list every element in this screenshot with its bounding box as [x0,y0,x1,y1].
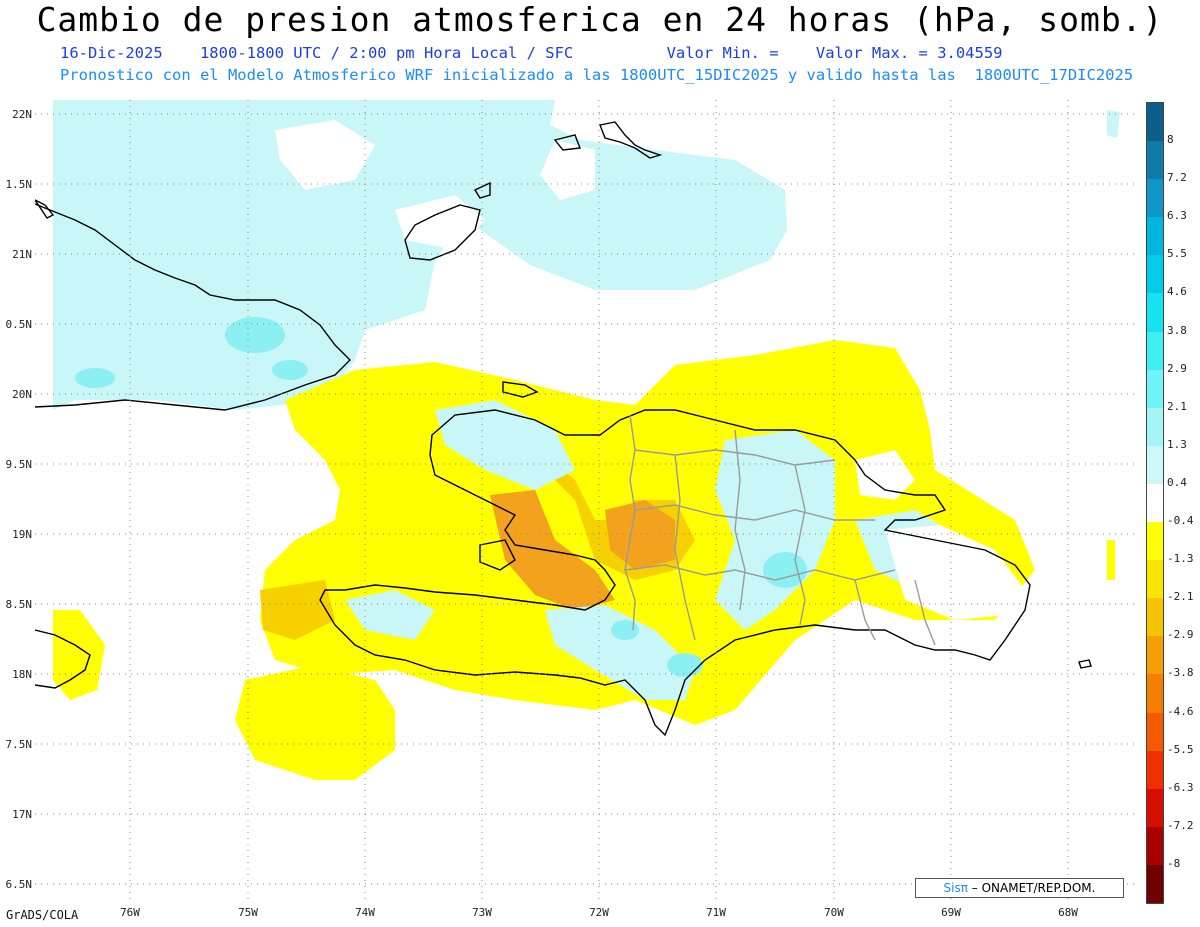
footer-grads: GrADS/COLA [6,908,79,922]
colorbar-swatch [1147,293,1163,333]
colorbar-swatch [1147,445,1163,485]
map-subtitle-1: 16-Dic-2025 1800-1800 UTC / 2:00 pm Hora… [60,44,1003,62]
colorbar-swatch [1147,674,1163,714]
colorbar-label: -8 [1167,856,1181,870]
lat-label: 9.5N [5,458,33,471]
lon-label: 74W [355,906,375,919]
colorbar-label: 2.9 [1167,361,1187,375]
map-title: Cambio de presion atmosferica en 24 hora… [36,0,1164,39]
colorbar-label: -3.8 [1167,666,1194,680]
lat-label: 8.5N [5,598,33,611]
colorbar-label: 7.2 [1167,171,1187,185]
colorbar-label: 3.8 [1167,323,1187,337]
pressure-rise-field [53,100,1120,410]
lat-label: 18N [12,668,32,681]
colorbar-swatch [1147,217,1163,256]
colorbar-label: 0.4 [1167,475,1187,489]
lat-label: 1.5N [5,178,33,191]
colorbar-label: 1.3 [1167,437,1187,451]
colorbar-swatch [1147,483,1163,523]
lat-label: 0.5N [5,318,33,331]
colorbar-label: 4.6 [1167,285,1187,299]
colorbar-label: 5.5 [1167,247,1187,261]
lon-label: 73W [472,906,492,919]
colorbar-swatch [1147,522,1163,561]
lon-label: 68W [1058,906,1078,919]
lat-label: 7.5N [5,738,33,751]
lat-label: 22N [12,108,32,121]
province-boundaries [624,414,936,646]
pressure-drop-strong [490,490,675,610]
credit-box: Sisπ – ONAMET/REP.DOM. [915,878,1124,898]
colorbar-label: 6.3 [1167,209,1187,223]
colorbar-swatch [1147,636,1163,675]
map-area [35,100,1135,900]
lon-label: 70W [824,906,844,919]
colorbar-swatch [1147,141,1163,180]
pressure-rise-strong [75,317,308,388]
colorbar-label: -2.9 [1167,628,1194,642]
lon-label: 71W [706,906,726,919]
colorbar-label: 2.1 [1167,399,1187,413]
colorbar-swatch [1147,864,1163,904]
colorbar-label: -5.5 [1167,742,1194,756]
colorbar-label: -4.6 [1167,704,1194,718]
colorbar-swatch [1147,826,1163,866]
lat-label: 17N [12,808,32,821]
coastlines [35,121,1092,737]
colorbar-swatch [1147,788,1163,828]
lat-label: 6.5N [5,878,33,891]
lon-label: 76W [120,906,140,919]
colorbar-swatch [1147,255,1163,294]
colorbar-label: -6.3 [1167,780,1194,794]
colorbar-swatch [1147,179,1163,218]
lon-label: 75W [238,906,258,919]
colorbar-label: 8 [1167,133,1174,147]
colorbar-swatch [1147,750,1163,790]
colorbar-label: -7.2 [1167,818,1194,832]
colorbar-swatch [1147,407,1163,447]
lat-label: 19N [12,528,32,541]
credit-text: – ONAMET/REP.DOM. [967,881,1096,895]
colorbar-swatch [1147,712,1163,752]
map-gridlines [35,100,1135,900]
colorbar-swatch [1147,598,1163,637]
colorbar-swatch [1147,103,1163,142]
lat-label: 21N [12,248,32,261]
colorbar-label: -1.3 [1167,552,1194,566]
colorbar-swatch [1147,331,1163,371]
lat-label: 20N [12,388,32,401]
colorbar-label: -0.4 [1167,514,1194,528]
lon-label: 69W [941,906,961,919]
credit-sis: Sisπ [943,881,968,895]
colorbar-swatch [1147,560,1163,599]
colorbar [1146,102,1164,904]
lon-label: 72W [589,906,609,919]
colorbar-label: -2.1 [1167,590,1194,604]
map-subtitle-2: Pronostico con el Modelo Atmosferico WRF… [60,66,1134,84]
colorbar-swatch [1147,369,1163,409]
